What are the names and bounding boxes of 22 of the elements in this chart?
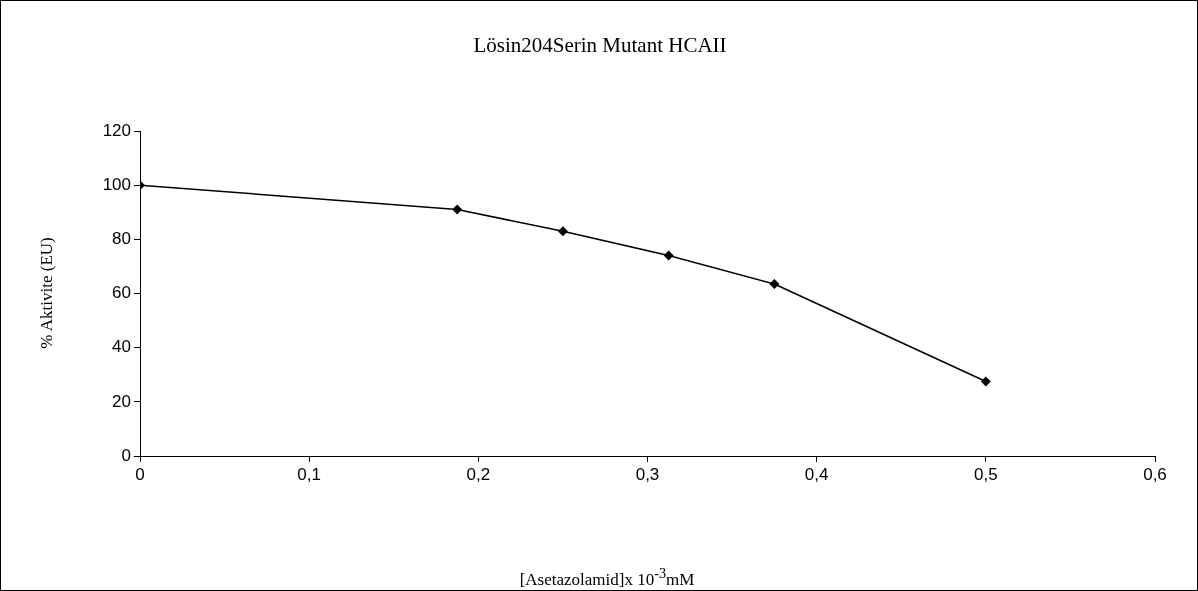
x-axis-title: [Asetazolamid]x 10$^{-3}$mM xyxy=(518,565,696,590)
x-tick-label: 0,3 xyxy=(635,464,660,484)
point xyxy=(452,204,463,215)
x-tick-label: 0,5 xyxy=(974,464,998,484)
y-tick-label: 0 xyxy=(121,445,131,465)
y-tick-label: 120 xyxy=(102,120,131,140)
x-tick-label: 0,6 xyxy=(1143,464,1167,484)
x-tick-label: 0 xyxy=(135,464,145,484)
y-axis-title: % Aktivite (EU) xyxy=(37,237,57,349)
y-tick-label: 100 xyxy=(102,174,131,194)
point xyxy=(769,279,780,290)
y-tick-label: 60 xyxy=(112,283,131,303)
point xyxy=(557,226,568,237)
point xyxy=(663,250,674,261)
x-tick-label: 0,2 xyxy=(466,464,491,484)
x-tick-label: 0,1 xyxy=(297,464,321,484)
y-tick-label: 80 xyxy=(112,229,131,249)
point xyxy=(980,376,991,387)
x-tick-label: 0,4 xyxy=(804,464,829,484)
y-tick-label: 40 xyxy=(112,337,131,357)
chart-title: Lösin204Serin Mutant HCAII xyxy=(472,33,728,58)
y-tick-label: 20 xyxy=(112,391,131,411)
